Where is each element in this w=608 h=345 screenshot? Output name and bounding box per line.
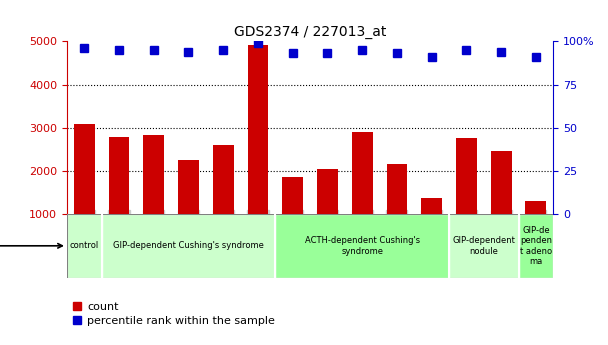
Bar (247, 45, 268, 214)
Bar (282, 177, 303, 214)
Bar (74, 124, 95, 214)
Bar (421, 198, 442, 214)
Legend: count, percentile rank within the sample: count, percentile rank within the sample (72, 302, 275, 326)
Text: GIP-dependent Cushing's syndrome: GIP-dependent Cushing's syndrome (113, 241, 264, 250)
Bar (102, 214, 275, 278)
Bar (449, 214, 519, 278)
Text: ACTH-dependent Cushing's
syndrome: ACTH-dependent Cushing's syndrome (305, 236, 420, 256)
Bar (491, 151, 511, 214)
Bar (456, 138, 477, 214)
Bar (143, 135, 164, 214)
Bar (67, 214, 102, 278)
Text: GIP-dependent
nodule: GIP-dependent nodule (452, 236, 515, 256)
Text: control: control (70, 241, 99, 250)
Bar (317, 169, 338, 214)
Bar (275, 214, 449, 278)
Text: GIP-de
penden
t adeno
ma: GIP-de penden t adeno ma (520, 226, 552, 266)
Bar (178, 159, 199, 214)
Title: GDS2374 / 227013_at: GDS2374 / 227013_at (234, 25, 386, 39)
Bar (519, 214, 553, 278)
Bar (387, 164, 407, 214)
Bar (109, 137, 130, 214)
Bar (213, 145, 233, 214)
Bar (352, 132, 373, 214)
Bar (525, 201, 547, 214)
Text: disease state: disease state (0, 241, 62, 251)
